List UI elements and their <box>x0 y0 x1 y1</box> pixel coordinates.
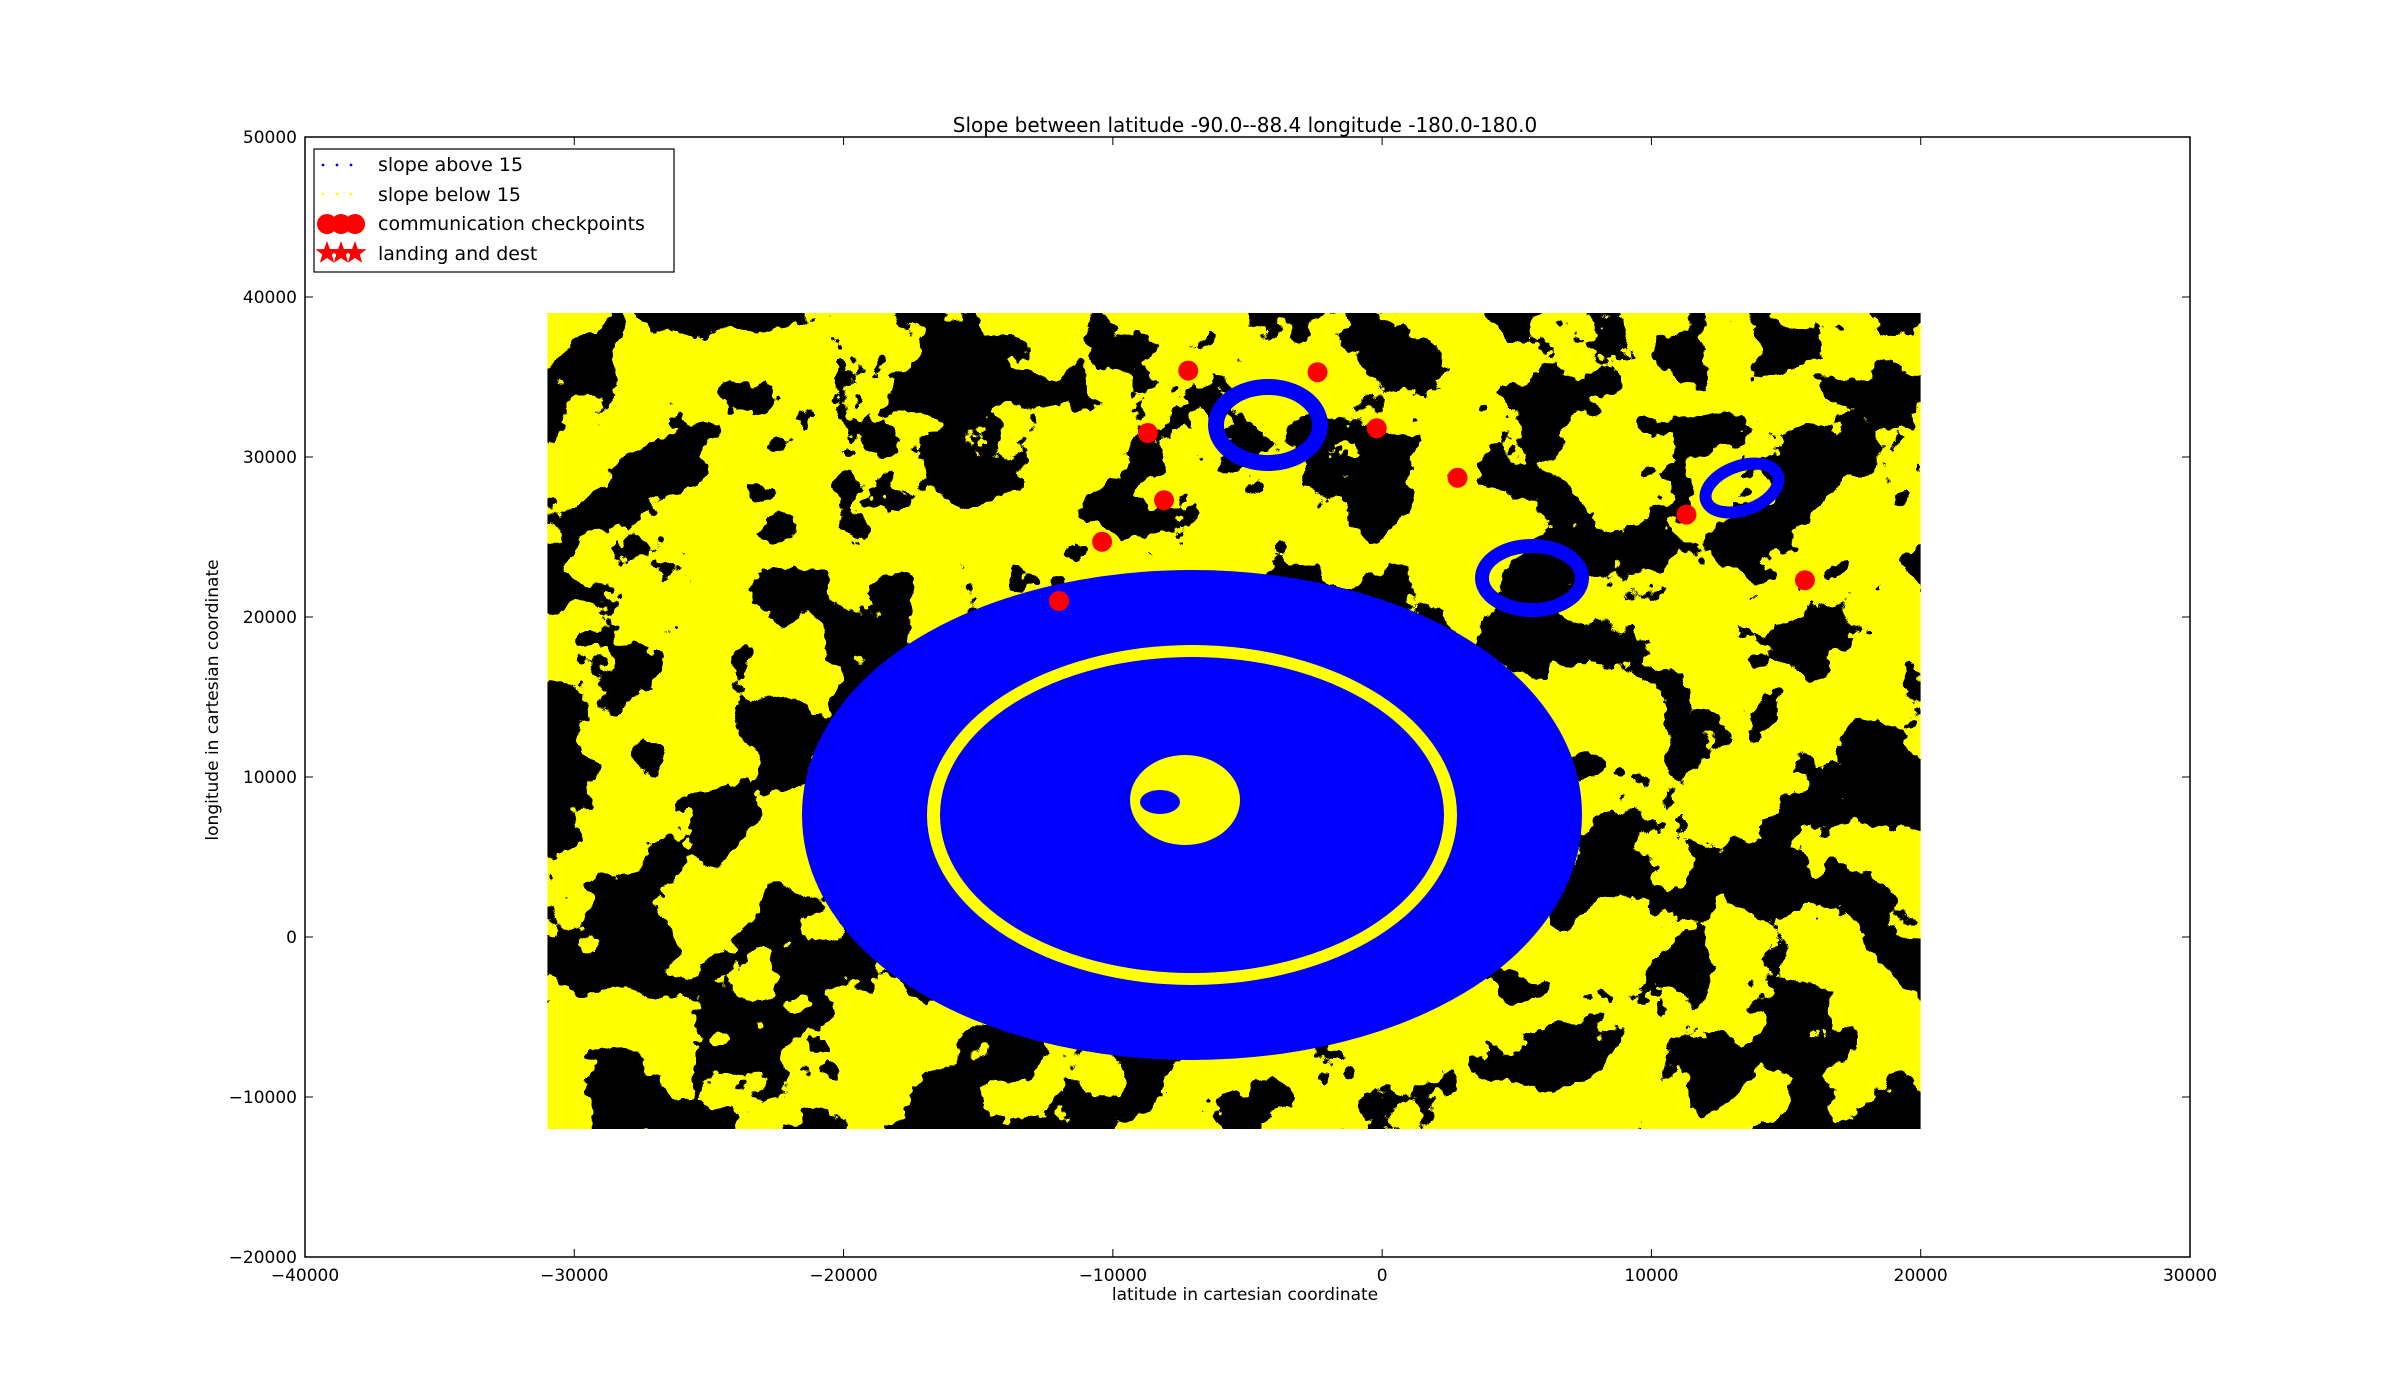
legend-entry-slope-below: slope below 15 <box>321 184 521 206</box>
chart-title: Slope between latitude -90.0--88.4 longi… <box>953 113 1537 137</box>
checkpoint-marker <box>1178 360 1199 381</box>
central-peak-pit <box>1140 790 1180 814</box>
checkpoint-marker <box>1307 362 1328 383</box>
y-tick-label: 40000 <box>243 288 297 308</box>
legend-entry-slope-above: slope above 15 <box>321 154 523 176</box>
y-tick-label: 20000 <box>243 608 297 628</box>
checkpoint-marker <box>1676 504 1697 525</box>
small-crater <box>1475 539 1589 617</box>
x-tick-label: 20000 <box>1894 1266 1948 1286</box>
central-peak <box>1130 755 1240 845</box>
y-axis-label: longitude in cartesian coordinate <box>203 559 223 840</box>
legend-marker-star <box>315 241 339 263</box>
legend-marker-star <box>329 241 353 263</box>
checkpoint-marker <box>1092 531 1113 552</box>
checkpoint-marker <box>1137 423 1158 443</box>
crater-features <box>802 379 1785 1060</box>
legend-marker-checkpoint <box>345 214 365 234</box>
y-tick-label: 0 <box>286 928 297 948</box>
legend-marker-slope-below <box>349 192 353 196</box>
legend: slope above 15 slope below 15 communicat… <box>313 148 675 273</box>
legend-box <box>313 148 675 273</box>
legend-marker-slope-above <box>321 163 325 167</box>
legend-label-slope-below: slope below 15 <box>378 184 521 206</box>
x-tick-label: −20000 <box>809 1266 877 1286</box>
legend-label-slope-above: slope above 15 <box>378 154 523 176</box>
legend-marker-slope-below <box>335 192 339 196</box>
y-tick-label: −10000 <box>229 1088 297 1108</box>
small-crater <box>1699 457 1785 519</box>
y-tick-label: 50000 <box>243 128 297 148</box>
y-tick-label: −20000 <box>229 1248 297 1268</box>
axes-frame <box>304 136 2191 1258</box>
legend-entry-checkpoints: communication checkpoints <box>317 213 645 235</box>
y-tick-label: 30000 <box>243 448 297 468</box>
checkpoint-marker <box>1366 418 1387 439</box>
x-tick-label: −30000 <box>540 1266 608 1286</box>
legend-marker-star <box>343 241 367 263</box>
crater-rim <box>802 570 1582 1060</box>
legend-label-landing: landing and dest <box>378 243 537 265</box>
legend-entry-landing: landing and dest <box>315 241 537 265</box>
small-crater <box>1208 379 1328 471</box>
x-axis-label: latitude in cartesian coordinate <box>1112 1285 1378 1305</box>
x-tick-label: 10000 <box>1624 1266 1678 1286</box>
x-tick-label: 0 <box>1377 1266 1388 1286</box>
x-tick-label: −10000 <box>1079 1266 1147 1286</box>
checkpoint-markers <box>1049 360 1815 611</box>
x-tick-label: −40000 <box>271 1266 339 1286</box>
legend-marker-slope-above <box>349 163 353 167</box>
x-axis-ticks: −40000 −30000 −20000 −10000 0 10000 20000 30000 <box>271 137 2217 1286</box>
slope-map <box>547 313 1921 1129</box>
checkpoint-marker <box>1447 467 1468 488</box>
y-axis-ticks: −20000 −10000 0 10000 20000 30000 40000 50000 <box>229 128 2190 1268</box>
legend-marker-slope-above <box>335 163 339 167</box>
y-tick-label: 10000 <box>243 768 297 788</box>
legend-label-checkpoints: communication checkpoints <box>378 213 645 235</box>
legend-marker-slope-below <box>321 192 325 196</box>
checkpoint-marker <box>1154 490 1175 511</box>
legend-marker-checkpoint <box>331 214 351 234</box>
checkpoint-marker <box>1049 591 1069 611</box>
checkpoint-marker <box>1794 570 1815 591</box>
x-tick-label: 30000 <box>2163 1266 2217 1286</box>
legend-marker-checkpoint <box>317 214 337 234</box>
